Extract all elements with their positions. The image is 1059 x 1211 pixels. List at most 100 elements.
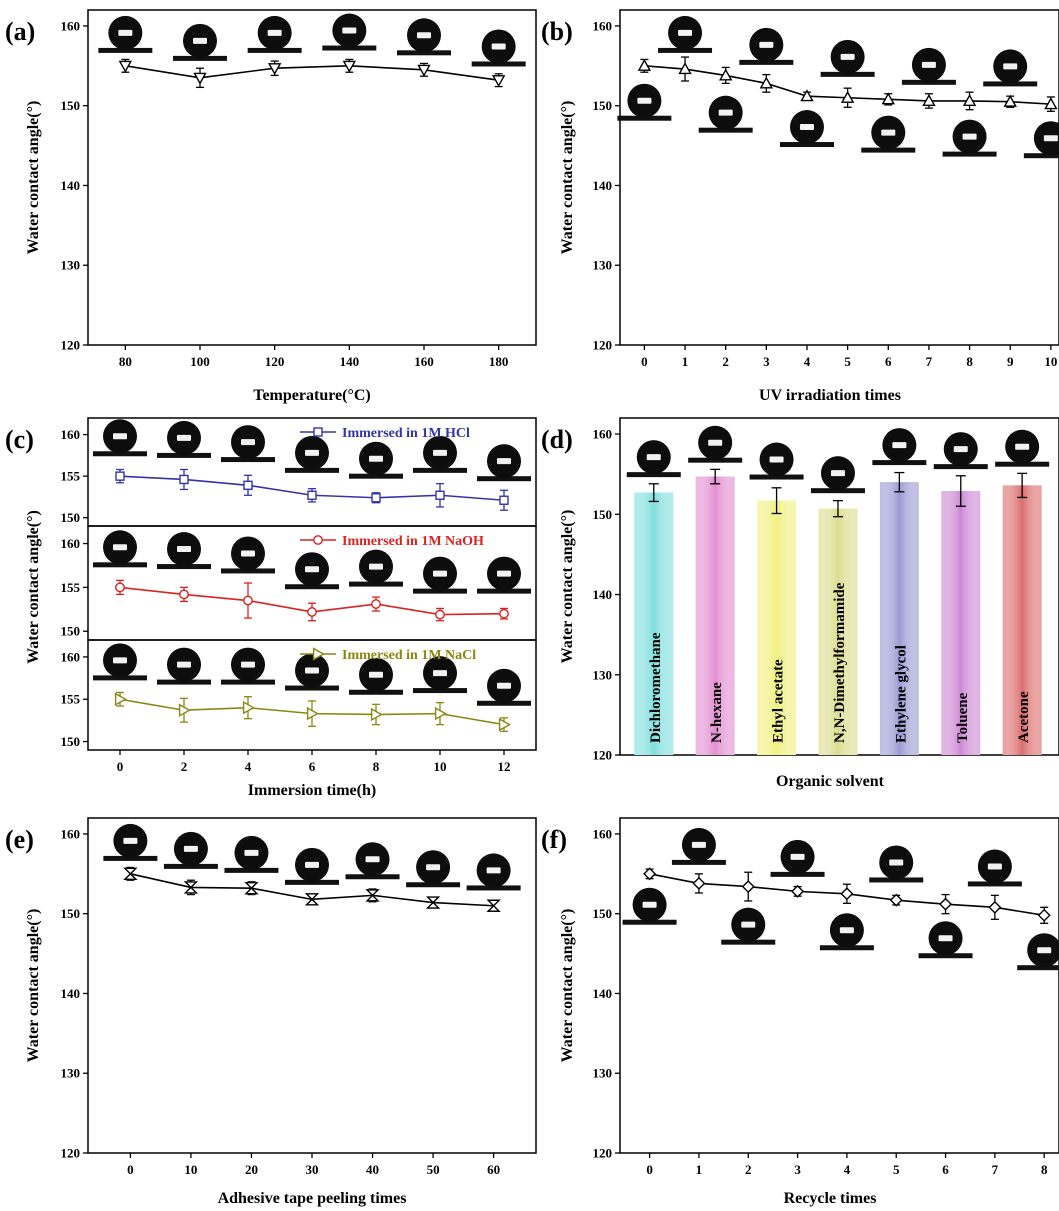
droplet-image <box>413 656 467 694</box>
y-tick-label: 160 <box>61 18 81 33</box>
x-tick-label: 80 <box>119 354 132 369</box>
droplet-substrate <box>93 451 147 457</box>
x-tick-label: 3 <box>794 1162 801 1177</box>
droplet-image <box>1023 121 1059 159</box>
droplet-image <box>397 18 451 56</box>
droplet-substrate <box>872 460 927 466</box>
data-point <box>307 490 317 500</box>
droplet-substrate <box>1017 965 1059 971</box>
droplet-highlight <box>123 837 138 844</box>
droplet-image <box>749 442 804 480</box>
droplet-image <box>739 27 794 65</box>
droplet-highlight <box>486 867 501 874</box>
x-tick-label: 8 <box>966 354 973 369</box>
droplet-highlight <box>267 29 282 36</box>
droplet-substrate <box>345 874 400 880</box>
data-point <box>435 609 445 620</box>
droplet-image <box>173 23 227 61</box>
droplet-substrate <box>995 461 1050 467</box>
panel-label: (b) <box>541 17 573 46</box>
droplet-highlight <box>953 446 968 453</box>
droplet-substrate <box>93 675 147 681</box>
data-point <box>486 899 501 912</box>
data-point <box>371 493 381 503</box>
data-point <box>179 474 189 485</box>
droplet-substrate <box>770 871 825 877</box>
data-point <box>1044 97 1058 110</box>
droplet-image <box>671 827 726 865</box>
droplet-image <box>477 668 531 706</box>
droplet-highlight <box>987 863 1002 870</box>
data-point <box>939 897 953 911</box>
droplet-substrate <box>221 568 275 574</box>
y-tick-label: 155 <box>61 469 81 484</box>
droplet-highlight <box>741 921 756 928</box>
droplet-substrate <box>285 584 339 590</box>
droplet-substrate <box>98 47 153 53</box>
droplet-substrate <box>933 464 988 470</box>
droplet-substrate <box>349 689 403 695</box>
droplet-highlight <box>1003 63 1018 70</box>
panel-label: (e) <box>5 825 34 854</box>
data-point <box>307 607 317 617</box>
data-point <box>179 589 189 600</box>
bar-category-label: Ethylene glycol <box>893 645 909 743</box>
data-point <box>499 495 509 505</box>
y-tick-label: 140 <box>61 986 81 1001</box>
y-axis-label: Water contact angle(°) <box>25 909 42 1063</box>
y-tick-label: 130 <box>61 258 81 273</box>
data-point <box>840 887 854 901</box>
droplet-image <box>872 428 927 466</box>
droplet-substrate <box>749 474 804 480</box>
y-tick-label: 140 <box>593 986 613 1001</box>
droplet-substrate <box>869 877 924 883</box>
panel-label: (f) <box>541 825 567 854</box>
panel-a: 120 130 140 150 160 80 100 120 140 160 180 Temperat… <box>5 9 537 404</box>
droplet-highlight <box>646 454 661 461</box>
droplet-substrate <box>103 855 158 861</box>
x-tick-label: 7 <box>992 1162 999 1177</box>
droplet-substrate <box>658 47 713 53</box>
droplet-image <box>98 15 153 53</box>
droplet-highlight <box>840 53 855 60</box>
legend-marker <box>313 427 323 437</box>
y-tick-label: 150 <box>61 906 81 921</box>
droplet-image <box>93 419 147 457</box>
droplet-highlight <box>642 901 657 908</box>
y-tick-label: 120 <box>593 338 613 353</box>
data-point <box>718 68 733 81</box>
droplet-substrate <box>221 457 275 463</box>
data-point <box>434 706 447 721</box>
bar-category-label: N-hexane <box>709 682 725 743</box>
droplet-substrate <box>819 945 874 951</box>
panel-c3: 150 155 160 0 2 4 6 8 10 12 Immersion time(h) Immer… <box>61 639 537 799</box>
data-point <box>643 867 657 881</box>
x-axis-label: Temperature(°C) <box>253 387 370 404</box>
bar-shade <box>941 491 981 755</box>
droplet-image <box>285 847 339 885</box>
droplet-highlight <box>433 570 447 577</box>
droplet-highlight <box>365 856 380 863</box>
droplet-highlight <box>113 544 127 551</box>
y-tick-label: 120 <box>61 338 81 353</box>
y-tick-label: 130 <box>593 667 613 682</box>
droplet-image <box>466 853 521 891</box>
data-point <box>741 880 755 894</box>
data-point <box>267 63 282 76</box>
droplet-highlight <box>118 29 133 36</box>
data-point <box>118 60 133 73</box>
data-point <box>417 64 431 77</box>
y-tick-label: 150 <box>593 507 613 522</box>
droplet-substrate <box>221 679 275 685</box>
droplet-image <box>406 850 461 888</box>
droplet-image <box>224 835 279 873</box>
x-tick-label: 2 <box>181 759 188 774</box>
droplet-image <box>810 456 865 494</box>
y-tick-label: 150 <box>593 906 613 921</box>
droplet-substrate <box>173 55 227 61</box>
y-tick-label: 160 <box>61 826 81 841</box>
data-point <box>178 703 191 717</box>
x-tick-label: 6 <box>309 759 316 774</box>
data-point <box>193 72 207 85</box>
droplet-image <box>349 657 403 695</box>
